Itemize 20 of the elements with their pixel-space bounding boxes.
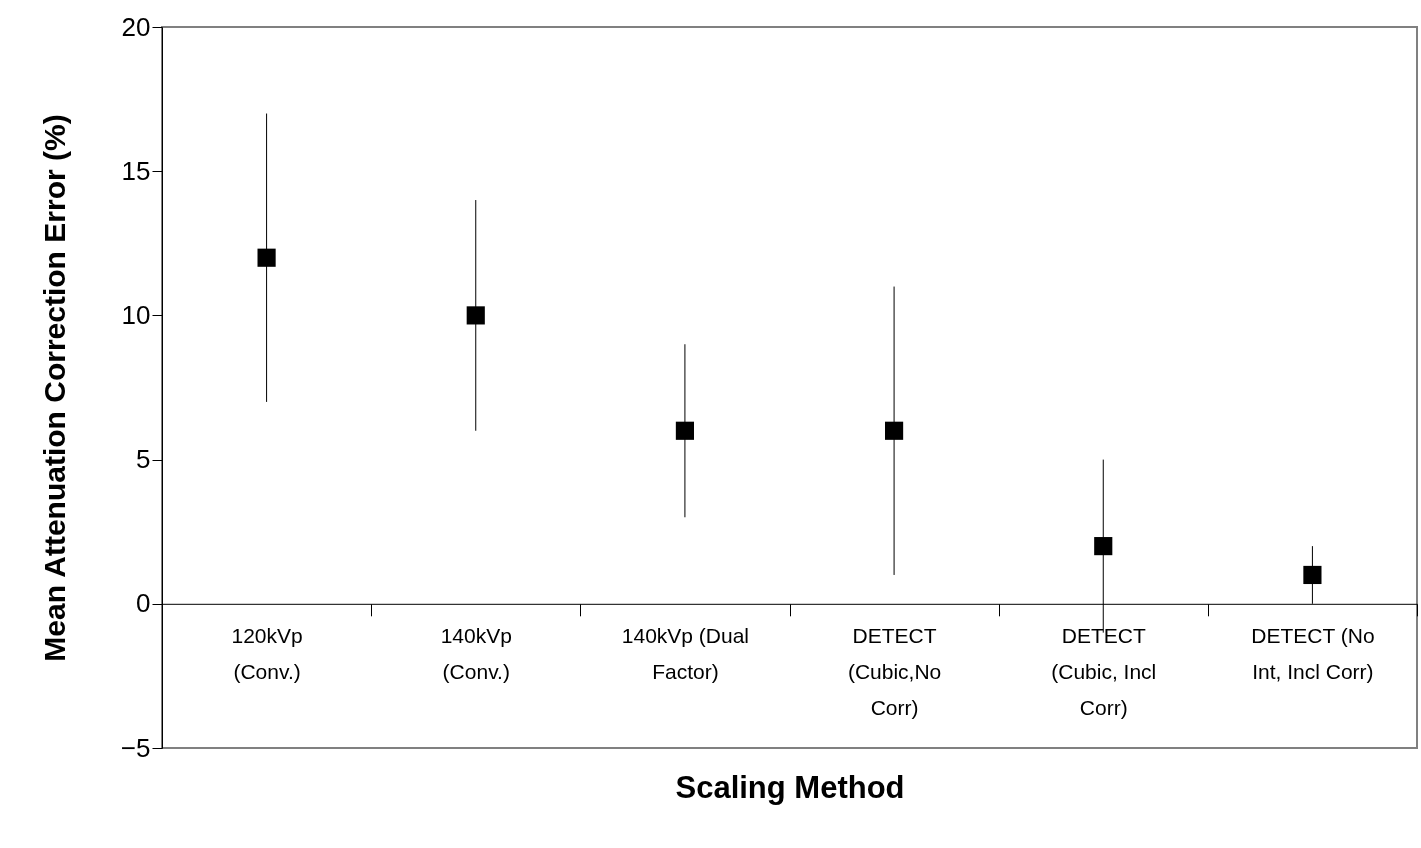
- x-tick-label: 140kVp (Dual Factor): [621, 624, 750, 684]
- point: [466, 306, 485, 325]
- point: [885, 421, 904, 440]
- x-tick-label: DETECT (Cubic, Incl Corr): [1051, 624, 1157, 720]
- x-axis-title: Scaling Method: [675, 770, 905, 806]
- y-tick-label: −5: [120, 732, 151, 763]
- y-tick-label: 20: [121, 11, 151, 42]
- point: [675, 421, 694, 440]
- x-tick-label: 120kVp (Conv.): [231, 624, 303, 684]
- x-tick-label: 140kVp (Conv.): [440, 624, 512, 684]
- y-tick-label: 10: [121, 299, 151, 330]
- x-tick-label: DETECT (Cubic,No Corr): [847, 624, 942, 720]
- point: [1303, 565, 1322, 585]
- point: [257, 248, 276, 267]
- y-tick-label: 0: [136, 588, 151, 619]
- y-tick-label: 15: [121, 155, 151, 186]
- point: [1094, 537, 1113, 556]
- y-tick-label: 5: [136, 444, 151, 475]
- y-axis-title: Mean Attenuation Correction Error (%): [37, 114, 71, 662]
- x-tick-label: DETECT (No Int, Incl Corr): [1251, 624, 1375, 684]
